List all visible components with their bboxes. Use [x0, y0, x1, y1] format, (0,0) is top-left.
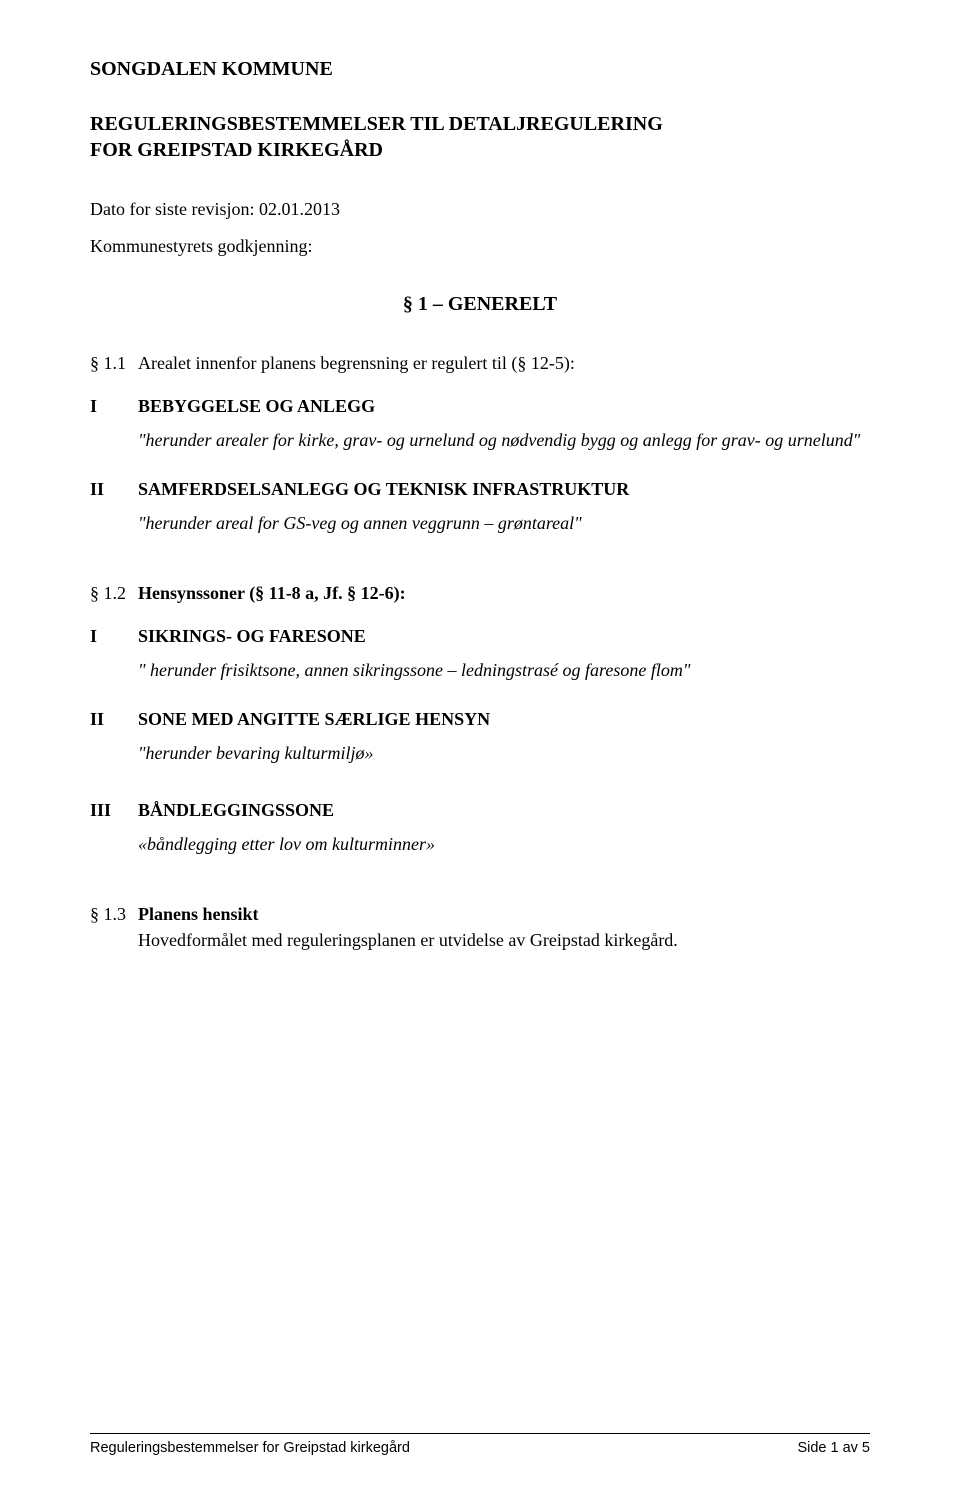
roman-I-label: BEBYGGELSE OG ANLEGG — [138, 396, 375, 417]
footer-row: Reguleringsbestemmelser for Greipstad ki… — [90, 1440, 870, 1456]
page-footer: Reguleringsbestemmelser for Greipstad ki… — [90, 1433, 870, 1456]
roman-II2-label: SONE MED ANGITTE SÆRLIGE HENSYN — [138, 709, 490, 730]
section-1-1-II: II SAMFERDSELSANLEGG OG TEKNISK INFRASTR… — [90, 479, 870, 500]
clause-1-3-title: Planens hensikt — [138, 904, 259, 924]
clause-1-1-num: § 1.1 — [90, 350, 138, 376]
roman-II: II — [90, 479, 138, 500]
clause-1-3-num: § 1.3 — [90, 901, 138, 953]
section-1-2-I: I SIKRINGS- OG FARESONE — [90, 626, 870, 647]
roman-II2-sub: "herunder bevaring kulturmiljø» — [138, 740, 870, 766]
roman-I2-label: SIKRINGS- OG FARESONE — [138, 626, 366, 647]
section-1-2-III: III BÅNDLEGGINGSSONE — [90, 800, 870, 821]
kommune-title: SONGDALEN KOMMUNE — [90, 56, 870, 83]
footer-divider — [90, 1433, 870, 1434]
clause-1-2-num: § 1.2 — [90, 580, 138, 606]
roman-III: III — [90, 800, 138, 821]
clause-1-1-text: Arealet innenfor planens begrensning er … — [138, 350, 575, 376]
roman-I2: I — [90, 626, 138, 647]
spacer — [90, 883, 870, 901]
footer-left: Reguleringsbestemmelser for Greipstad ki… — [90, 1440, 410, 1456]
roman-I2-sub: " herunder frisiktsone, annen sikringsso… — [138, 657, 870, 683]
roman-I-sub: "herunder arealer for kirke, grav- og ur… — [138, 427, 870, 453]
roman-II2: II — [90, 709, 138, 730]
clause-1-1: § 1.1 Arealet innenfor planens begrensni… — [90, 350, 870, 376]
spacer — [90, 792, 870, 800]
clause-1-2-text: Hensynssoner (§ 11-8 a, Jf. § 12-6): — [138, 580, 406, 606]
document-subtitle: REGULERINGSBESTEMMELSER TIL DETALJREGULE… — [90, 111, 870, 163]
spacer — [90, 562, 870, 580]
clause-1-2: § 1.2 Hensynssoner (§ 11-8 a, Jf. § 12-6… — [90, 580, 870, 606]
approval-line: Kommunestyrets godkjenning: — [90, 232, 870, 261]
footer-right: Side 1 av 5 — [797, 1440, 870, 1456]
roman-II-sub: "herunder areal for GS-veg og annen vegg… — [138, 510, 870, 536]
roman-III-label: BÅNDLEGGINGSSONE — [138, 800, 334, 821]
section-1-1-I: I BEBYGGELSE OG ANLEGG — [90, 396, 870, 417]
subtitle-line-2: FOR GREIPSTAD KIRKEGÅRD — [90, 139, 383, 161]
roman-II-label: SAMFERDSELSANLEGG OG TEKNISK INFRASTRUKT… — [138, 479, 629, 500]
roman-I: I — [90, 396, 138, 417]
clause-1-3: § 1.3 Planens hensikt Hovedformålet med … — [90, 901, 870, 953]
page: SONGDALEN KOMMUNE REGULERINGSBESTEMMELSE… — [0, 0, 960, 1496]
roman-III-sub: «båndlegging etter lov om kulturminner» — [138, 831, 870, 857]
subtitle-line-1: REGULERINGSBESTEMMELSER TIL DETALJREGULE… — [90, 113, 663, 135]
section-1-heading: § 1 – GENERELT — [90, 293, 870, 316]
revision-date-line: Dato for siste revisjon: 02.01.2013 — [90, 195, 870, 224]
clause-1-3-text: Hovedformålet med reguleringsplanen er u… — [138, 930, 678, 950]
section-1-2-II: II SONE MED ANGITTE SÆRLIGE HENSYN — [90, 709, 870, 730]
